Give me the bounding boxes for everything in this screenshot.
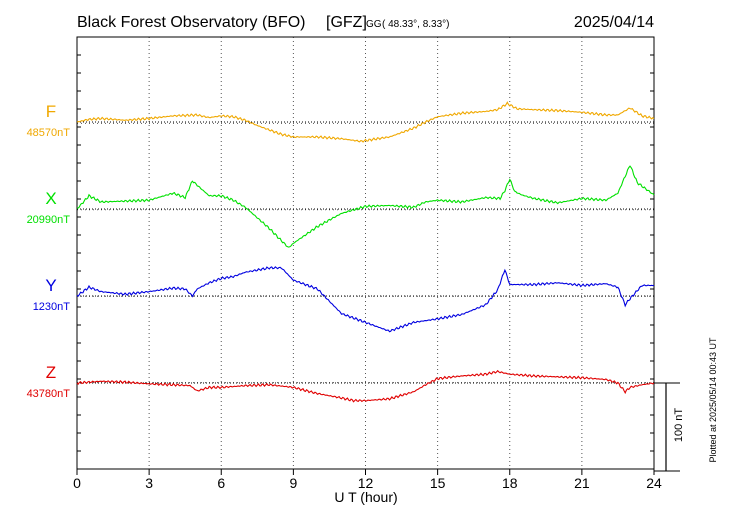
scale-bar — [654, 382, 680, 472]
grid-lines — [77, 37, 654, 469]
series-name-y: Y — [45, 276, 56, 295]
date-label: 2025/04/14 — [574, 14, 654, 31]
baseline-lines — [77, 121, 654, 384]
series-name-z: Z — [46, 363, 56, 382]
scale-label: 100 nT — [673, 408, 685, 443]
series-line-z — [76, 369, 655, 403]
plotted-timestamp: Plotted at 2025/05/14 00:43 UT — [708, 337, 718, 463]
x-tick-label: 0 — [73, 475, 81, 491]
x-tick-label: 3 — [145, 475, 153, 491]
baseline-value-z: 43780nT — [27, 388, 71, 400]
baseline-value-f: 48570nT — [27, 127, 71, 139]
x-tick-label: 24 — [646, 475, 662, 491]
x-tick-label: 18 — [502, 475, 518, 491]
x-tick-label: 9 — [289, 475, 297, 491]
channel-labels: F 48570nT X 20990nT Y 1230nT Z 43780nT — [27, 102, 71, 400]
x-tick-label: 6 — [217, 475, 225, 491]
baseline-value-x: 20990nT — [27, 214, 71, 226]
gg-label: GG — [366, 19, 382, 30]
series-line-y — [76, 266, 655, 333]
x-axis-label: U T (hour) — [334, 489, 397, 505]
x-tick-label: 12 — [358, 475, 374, 491]
gfz-label: [GFZ] — [326, 14, 367, 31]
series-name-x: X — [45, 189, 56, 208]
x-tick-label: 15 — [430, 475, 446, 491]
x-tick-label: 21 — [574, 475, 590, 491]
series-line-x — [76, 165, 655, 248]
series-name-f: F — [46, 102, 56, 121]
series-lines — [76, 101, 655, 403]
x-ticks: 0 3 6 9 12 15 18 21 24 — [73, 36, 662, 491]
baseline-value-y: 1230nT — [33, 301, 71, 313]
chart-title: Black Forest Observatory (BFO) — [77, 14, 306, 31]
coordinates-label: ( 48.33°, 8.33°) — [382, 19, 449, 30]
series-line-f — [76, 101, 655, 143]
